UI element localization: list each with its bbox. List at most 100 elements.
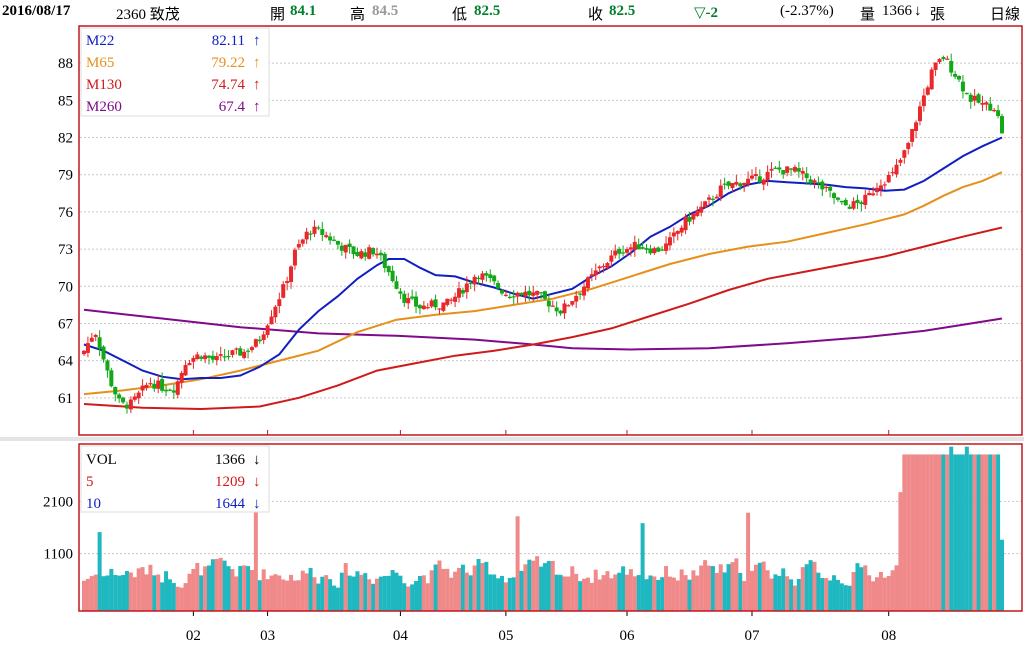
volume-bar <box>925 454 930 611</box>
volume-bar <box>769 578 774 611</box>
open-label: 開 <box>270 7 286 23</box>
volume-bar <box>390 569 395 611</box>
candle-body <box>621 252 626 254</box>
volume-y-tick-label: 1100 <box>44 547 73 563</box>
candle-body <box>753 173 758 176</box>
volume-bar <box>492 574 497 611</box>
volume-bar <box>257 580 262 611</box>
volume-bar <box>843 585 848 611</box>
candle-body <box>160 379 165 391</box>
candle-body <box>746 178 751 185</box>
candle-body <box>300 239 305 244</box>
candle-body <box>410 296 415 299</box>
candle-body <box>925 87 930 95</box>
candle-body <box>187 363 192 366</box>
candle-body <box>558 310 563 314</box>
volume-bar <box>921 454 926 611</box>
volume-bar <box>503 582 508 611</box>
volume-bar <box>457 567 462 611</box>
candle-body <box>121 397 126 403</box>
ma65-line <box>83 171 1003 396</box>
volume-bar <box>222 560 227 611</box>
volume-bar <box>320 576 325 611</box>
candle-body <box>476 277 481 279</box>
candle-body <box>878 185 883 190</box>
candle-body <box>828 186 833 191</box>
candle-body <box>449 299 454 301</box>
volume-bar <box>812 561 817 611</box>
candle-body <box>890 172 895 174</box>
candle-body <box>570 301 575 305</box>
volume-bar <box>914 454 919 611</box>
candle-body <box>226 355 231 358</box>
candle-body <box>648 248 653 254</box>
candle-body <box>234 348 239 350</box>
month-label: 06 <box>619 628 635 644</box>
volume-bar <box>996 454 1001 611</box>
volume-bar <box>785 576 790 611</box>
candle-body <box>445 298 450 305</box>
candle-body <box>781 170 786 175</box>
volume-bar <box>718 564 723 611</box>
candle-body <box>289 266 294 282</box>
ma-legend: M22 82.11 ↑ M65 79.22 ↑ M130 74.74 ↑ M26… <box>80 27 270 117</box>
candle-body <box>988 103 993 111</box>
volume-bar <box>363 573 368 611</box>
volume-bar <box>246 566 251 611</box>
volume-bar <box>804 564 809 611</box>
volume-bar <box>156 574 161 611</box>
period-label: 日線 <box>990 7 1021 23</box>
low-label: 低 <box>452 7 468 23</box>
volume-bar <box>527 559 532 611</box>
volume-bar <box>394 572 399 611</box>
candle-body <box>531 292 536 296</box>
volume-bar <box>937 454 942 611</box>
volume-bar <box>562 576 567 611</box>
volume-bar <box>984 454 989 611</box>
candle-body <box>117 394 122 399</box>
candle-body <box>105 360 110 371</box>
candle-body <box>371 248 376 255</box>
volume-bar <box>140 567 145 611</box>
volume-bar <box>964 446 969 611</box>
volume-bar <box>519 570 524 611</box>
volume-bar <box>574 573 579 611</box>
volume-bar <box>273 574 278 611</box>
volume-bar <box>832 575 837 611</box>
volume-bar <box>332 585 337 611</box>
volume-bar <box>796 578 801 611</box>
candle-body <box>675 231 680 234</box>
candle-body <box>832 193 837 199</box>
volume-bar <box>183 583 188 611</box>
legend-m130-value: 74.74 <box>211 77 245 93</box>
volume-bar <box>249 569 254 611</box>
candle-body <box>652 248 657 254</box>
volume-bar <box>988 454 993 611</box>
candle-body <box>222 356 227 358</box>
volume-bar <box>289 574 294 611</box>
volume-arrow-icon: ↓ <box>914 3 922 19</box>
candle-body <box>320 229 325 235</box>
candle-body <box>613 250 618 256</box>
volume-bar <box>335 587 340 611</box>
volume-bar <box>726 564 731 611</box>
candle-body <box>429 300 434 307</box>
candle-body <box>257 339 262 342</box>
volume-bar <box>609 578 614 611</box>
candle-body <box>343 244 348 253</box>
volume-bar <box>488 574 493 611</box>
volume-bar <box>554 574 559 611</box>
candle-body <box>960 81 965 92</box>
volume-bar <box>343 563 348 611</box>
volume-bar <box>160 582 165 611</box>
candle-body <box>390 270 395 282</box>
volume-bar <box>277 575 282 611</box>
close-label: 收 <box>588 7 604 23</box>
candle-body <box>867 192 872 196</box>
candle-body <box>734 181 739 185</box>
candle-body <box>546 300 551 307</box>
candle-body <box>499 290 504 294</box>
candle-body <box>464 283 469 293</box>
volume-bar <box>847 585 852 611</box>
volume-bar <box>945 454 950 611</box>
